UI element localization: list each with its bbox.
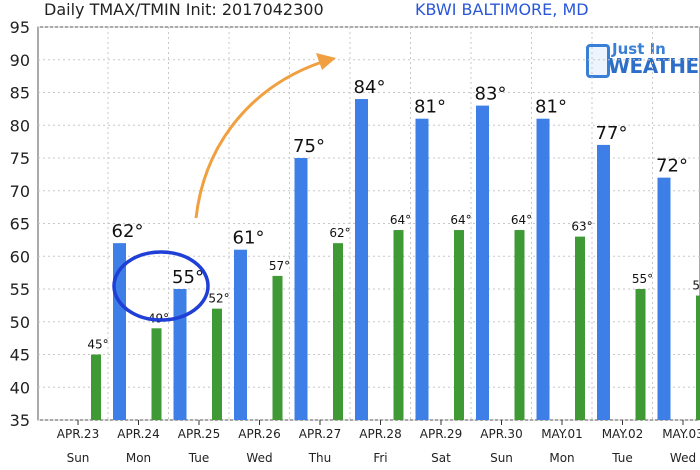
- x-day-label: Tue: [188, 451, 210, 465]
- tmax-bar: [597, 144, 610, 420]
- tmin-bar: [212, 308, 222, 420]
- tmin-data-label: 45°: [87, 338, 108, 352]
- tmax-bar: [657, 177, 671, 420]
- y-tick-label: 45: [10, 346, 30, 365]
- chart-title: Daily TMAX/TMIN Init: 2017042300: [44, 0, 324, 19]
- tmin-bar: [454, 230, 464, 420]
- y-tick-label: 90: [10, 51, 30, 70]
- y-tick-label: 60: [10, 247, 30, 266]
- tmin-data-label: 52°: [208, 292, 229, 306]
- y-tick-label: 80: [10, 116, 30, 135]
- tmin-data-label: 62°: [329, 226, 350, 240]
- tmax-data-label: 81°: [535, 97, 567, 118]
- x-day-label: Tue: [611, 451, 633, 465]
- x-day-label: Thu: [308, 451, 332, 465]
- tmax-bar: [536, 118, 550, 420]
- tmax-data-label: 61°: [233, 228, 265, 249]
- tmin-data-label: 55°: [632, 272, 653, 286]
- tmax-data-label: 77°: [596, 123, 628, 144]
- x-date-label: APR.28: [359, 427, 401, 441]
- x-date-label: MAY.01: [541, 427, 583, 441]
- x-day-label: Sun: [490, 451, 513, 465]
- tmax-data-label: 62°: [112, 221, 144, 242]
- y-tick-label: 55: [10, 280, 30, 299]
- y-tick-label: 70: [10, 182, 30, 201]
- tmin-data-label: 64°: [450, 213, 471, 227]
- tmax-data-label: 72°: [656, 156, 688, 177]
- phone-icon: [586, 44, 610, 78]
- y-tick-label: 85: [10, 84, 30, 103]
- tmin-bar: [91, 354, 101, 420]
- tmin-data-label: 63°: [571, 220, 592, 234]
- y-tick-label: 40: [10, 378, 30, 397]
- x-date-label: APR.25: [178, 427, 220, 441]
- x-date-label: APR.24: [117, 427, 159, 441]
- x-day-label: Wed: [670, 451, 696, 465]
- tmax-bar: [234, 249, 247, 420]
- tmin-bar: [575, 236, 585, 420]
- tmax-bar: [355, 99, 368, 421]
- tmax-data-label: 75°: [293, 136, 325, 157]
- tmax-bar: [476, 105, 489, 420]
- y-tick-label: 75: [10, 149, 30, 168]
- trend-arrow-head: [316, 53, 336, 70]
- x-day-label: Sun: [67, 451, 90, 465]
- x-date-label: APR.30: [480, 427, 522, 441]
- tmax-data-label: 83°: [475, 84, 507, 105]
- station-label: KBWI BALTIMORE, MD: [415, 0, 589, 19]
- just-in-weather-logo: Just In WEATHER: [580, 40, 700, 80]
- x-date-label: MAY.02: [602, 427, 644, 441]
- tmax-data-label: 81°: [414, 97, 446, 118]
- tmin-data-label: 64°: [511, 213, 532, 227]
- x-day-label: Wed: [246, 451, 272, 465]
- x-day-label: Mon: [549, 451, 574, 465]
- tmax-data-label: 84°: [354, 77, 386, 98]
- tmin-bar: [272, 275, 283, 420]
- logo-line2: WEATHER: [608, 54, 700, 78]
- tmin-bar: [393, 230, 404, 420]
- y-tick-label: 50: [10, 313, 30, 332]
- x-date-label: MAY.03: [662, 427, 700, 441]
- tmin-data-label: 54°: [692, 279, 700, 293]
- x-day-label: Mon: [126, 451, 151, 465]
- tmax-data-label: 55°: [172, 267, 204, 288]
- x-date-label: APR.29: [420, 427, 462, 441]
- x-day-label: Fri: [373, 451, 387, 465]
- tmin-bar: [151, 328, 162, 420]
- x-day-label: Sat: [431, 451, 451, 465]
- y-tick-label: 95: [10, 18, 30, 37]
- x-date-label: APR.23: [57, 427, 99, 441]
- tmin-bar: [333, 243, 343, 420]
- tmin-data-label: 57°: [269, 259, 290, 273]
- highlight-circle: [112, 250, 210, 322]
- tmin-bar: [635, 289, 646, 420]
- tmin-bar: [696, 295, 700, 420]
- tmax-bar: [294, 158, 308, 420]
- y-tick-label: 65: [10, 215, 30, 234]
- x-date-label: APR.26: [238, 427, 280, 441]
- tmin-data-label: 64°: [390, 213, 411, 227]
- trend-arrow: [194, 60, 323, 219]
- tmin-bar: [514, 230, 525, 420]
- tmax-bar: [113, 243, 126, 420]
- tmax-bar: [173, 289, 187, 420]
- tmax-bar: [415, 118, 429, 420]
- y-tick-label: 35: [10, 411, 30, 430]
- x-date-label: APR.27: [299, 427, 341, 441]
